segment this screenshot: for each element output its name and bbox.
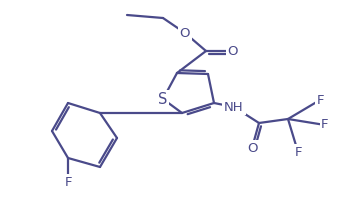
Text: S: S	[158, 92, 168, 107]
Text: O: O	[228, 45, 238, 58]
Text: O: O	[180, 27, 190, 40]
Text: NH: NH	[224, 101, 244, 113]
Text: F: F	[321, 119, 329, 131]
Text: F: F	[316, 94, 324, 107]
Text: F: F	[64, 175, 72, 189]
Text: F: F	[294, 146, 302, 159]
Text: O: O	[247, 141, 257, 155]
